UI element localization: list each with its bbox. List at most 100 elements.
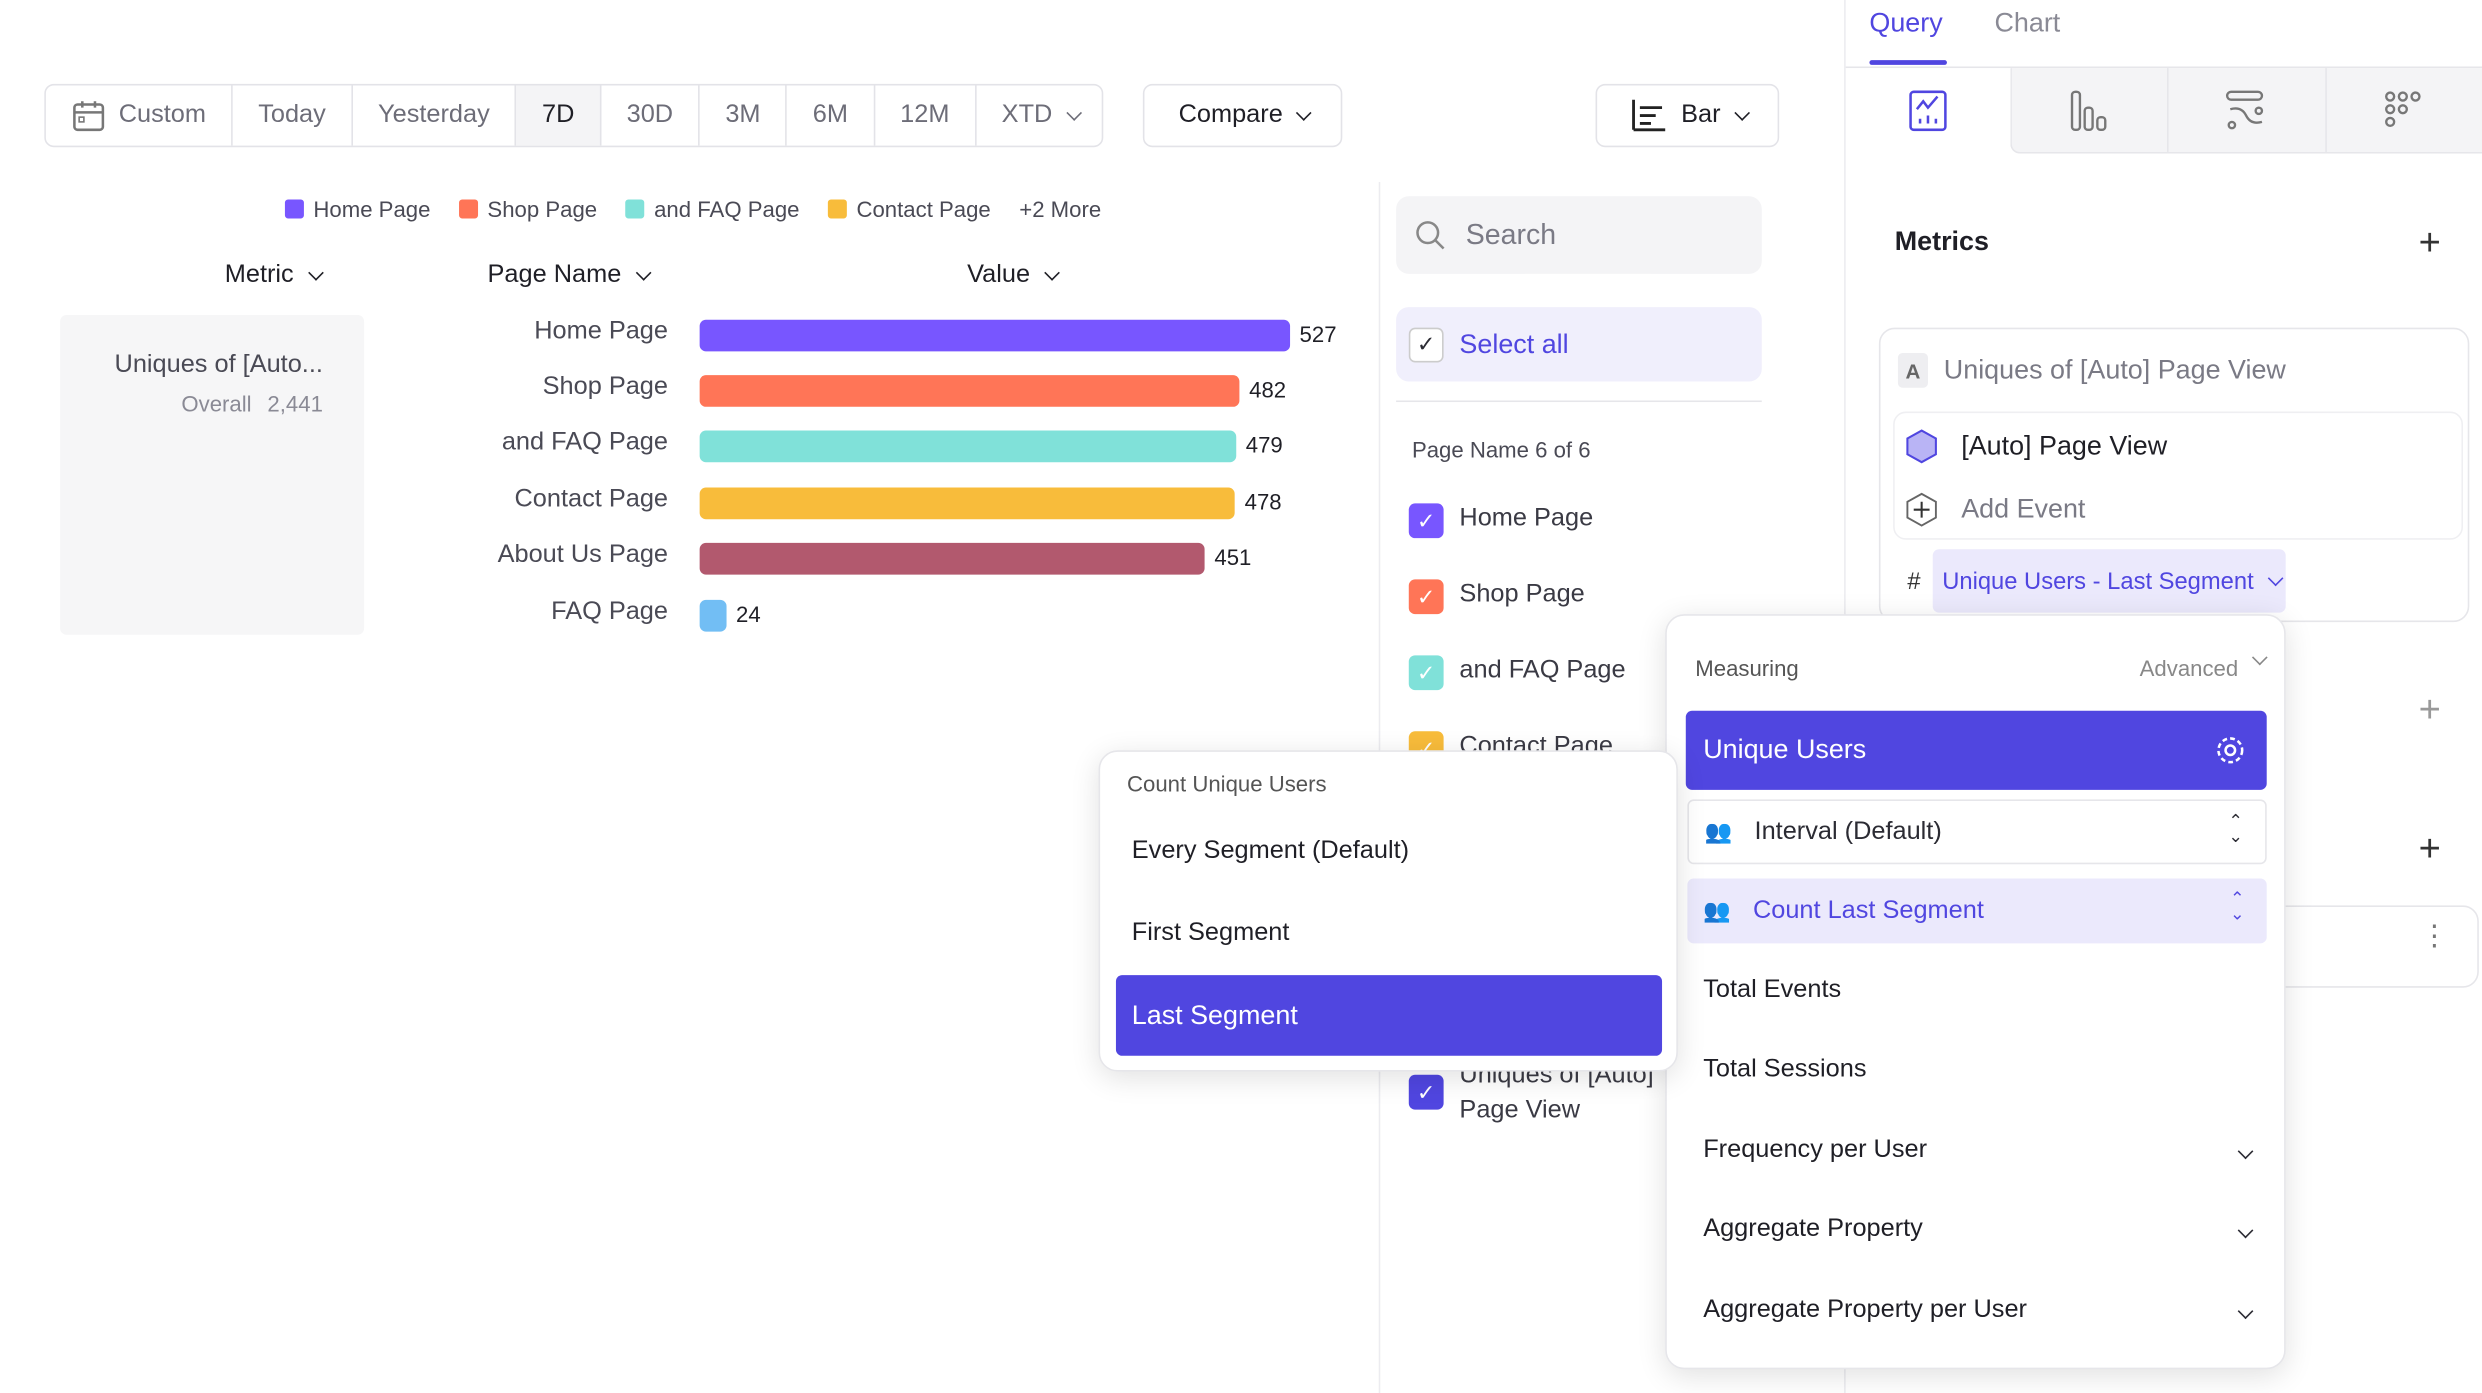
up-down-icon: ⌃ ⌄ <box>2228 812 2243 847</box>
select-all-checkbox[interactable]: ✓ Select all <box>1396 307 1762 382</box>
legend-label: Home Page <box>313 196 431 222</box>
grid-dots-icon <box>2384 90 2421 127</box>
bar[interactable] <box>699 319 1291 352</box>
bar[interactable] <box>699 487 1236 520</box>
range-custom[interactable]: Custom <box>46 85 233 146</box>
bar-label: Home Page <box>534 318 668 346</box>
event-box: [Auto] Page View Add Event <box>1893 411 2463 540</box>
filter-item-label: Shop Page <box>1459 580 1585 608</box>
bar[interactable] <box>699 542 1205 575</box>
view-funnel[interactable] <box>2012 68 2170 152</box>
interval-select[interactable]: 👥 Interval (Default) ⌃ ⌄ <box>1687 799 2267 865</box>
compare-label: Compare <box>1178 101 1283 129</box>
legend-label: Shop Page <box>487 196 598 222</box>
view-segmentation[interactable] <box>1846 68 2011 153</box>
option-aggregate-property-per-user[interactable]: Aggregate Property per User <box>1703 1296 2027 1324</box>
search-icon <box>1416 220 1445 249</box>
bar-value-label: 451 <box>1214 544 1252 570</box>
bar-label: Contact Page <box>514 485 668 513</box>
chart-legend: Home Page Shop Page and FAQ Page Contact… <box>284 196 1102 222</box>
metrics-title: Metrics <box>1894 226 1989 257</box>
up-down-icon: ⌃ ⌄ <box>2229 889 2245 925</box>
range-6m[interactable]: 6M <box>787 85 875 146</box>
check-icon: ✓ <box>1408 326 1444 362</box>
legend-more[interactable]: +2 More <box>1019 196 1102 222</box>
add-metric-plus-icon[interactable]: + <box>2418 221 2441 265</box>
checkbox-shop-page[interactable]: ✓ <box>1408 579 1444 615</box>
legend-label: and FAQ Page <box>654 196 800 222</box>
bar-chart-icon <box>1632 99 1666 132</box>
kebab-menu-icon[interactable]: ⋮ <box>2420 919 2449 952</box>
count-label: Count Last Segment <box>1752 896 1984 924</box>
chevron-down-icon <box>2267 569 2284 586</box>
add-event-icon <box>1906 492 1937 527</box>
measure-dropdown[interactable]: Unique Users - Last Segment <box>1932 549 2286 613</box>
view-retention[interactable] <box>2326 68 2482 152</box>
metric-title[interactable]: Uniques of [Auto] Page View <box>1943 354 2286 385</box>
range-7d[interactable]: 7D <box>516 85 602 146</box>
chevron-down-icon <box>1296 104 1313 121</box>
range-xtd[interactable]: XTD <box>976 85 1101 145</box>
range-label: XTD <box>1001 101 1053 129</box>
option-every-segment[interactable]: Every Segment (Default) <box>1131 837 1410 865</box>
add-event-button[interactable]: Add Event <box>1961 493 2086 524</box>
tab-query[interactable]: Query <box>1869 7 1943 38</box>
checkbox-metric[interactable]: ✓ <box>1408 1074 1444 1110</box>
tab-chart[interactable]: Chart <box>1994 7 2061 38</box>
count-segment-select[interactable]: 👥 Count Last Segment ⌃ ⌄ <box>1687 878 2267 944</box>
chart-type-label: Bar <box>1681 101 1721 129</box>
option-frequency-per-user[interactable]: Frequency per User <box>1703 1136 1928 1164</box>
option-label: Last Segment <box>1131 999 1298 1030</box>
legend-item[interactable]: and FAQ Page <box>625 196 800 222</box>
bar-value-label: 24 <box>736 601 761 627</box>
search-input[interactable]: Search <box>1396 196 1762 274</box>
calendar-icon <box>73 101 105 132</box>
option-total-events[interactable]: Total Events <box>1703 976 1842 1004</box>
legend-swatch <box>625 199 645 219</box>
bar[interactable] <box>699 430 1237 463</box>
compare-button[interactable]: Compare <box>1142 83 1343 148</box>
bar-value-label: 479 <box>1245 432 1283 458</box>
header-label: Page Name <box>487 261 622 289</box>
gear-icon[interactable] <box>2214 734 2246 766</box>
range-30d[interactable]: 30D <box>601 85 700 146</box>
legend-item[interactable]: Shop Page <box>458 196 598 222</box>
view-flow[interactable] <box>2169 68 2327 152</box>
chart-type-button[interactable]: Bar <box>1595 83 1780 148</box>
legend-item[interactable]: Contact Page <box>827 196 991 222</box>
checkbox-and-faq-page[interactable]: ✓ <box>1408 655 1444 691</box>
option-total-sessions[interactable]: Total Sessions <box>1703 1055 1867 1083</box>
chevron-down-icon <box>1043 264 1060 280</box>
divider <box>1396 400 1762 403</box>
page-name-header[interactable]: Page Name <box>487 261 651 289</box>
option-last-segment[interactable]: Last Segment <box>1115 975 1663 1056</box>
checkbox-home-page[interactable]: ✓ <box>1408 503 1444 539</box>
range-3m[interactable]: 3M <box>700 85 788 146</box>
bar[interactable] <box>699 599 727 632</box>
event-name[interactable]: [Auto] Page View <box>1961 430 2168 461</box>
option-label: Unique Users <box>1703 734 1867 765</box>
range-yesterday[interactable]: Yesterday <box>353 85 517 146</box>
chevron-down-icon <box>2237 1222 2254 1239</box>
option-first-segment[interactable]: First Segment <box>1131 919 1290 947</box>
bar-columns-icon <box>2071 89 2107 131</box>
interval-label: Interval (Default) <box>1754 817 1942 845</box>
metric-name: Uniques of [Auto... <box>114 351 323 379</box>
range-today[interactable]: Today <box>233 85 353 146</box>
value-header[interactable]: Value <box>967 261 1060 289</box>
filter-group-label: Page Name 6 of 6 <box>1411 436 1591 463</box>
tab-underline <box>1869 60 1947 65</box>
metric-header[interactable]: Metric <box>225 261 324 289</box>
legend-item[interactable]: Home Page <box>284 196 431 222</box>
header-label: Value <box>967 261 1031 289</box>
bar[interactable] <box>699 375 1240 407</box>
legend-swatch <box>284 199 304 219</box>
overall-label: Overall <box>181 390 252 417</box>
overall-value: 2,441 <box>267 390 323 417</box>
add-breakdown-plus-icon[interactable]: + <box>2418 827 2441 871</box>
advanced-toggle[interactable]: Advanced <box>2140 649 2268 681</box>
option-aggregate-property[interactable]: Aggregate Property <box>1703 1215 1923 1243</box>
option-unique-users[interactable]: Unique Users <box>1685 710 2267 790</box>
range-12m[interactable]: 12M <box>875 85 977 146</box>
add-filter-plus-icon[interactable]: + <box>2418 688 2441 732</box>
